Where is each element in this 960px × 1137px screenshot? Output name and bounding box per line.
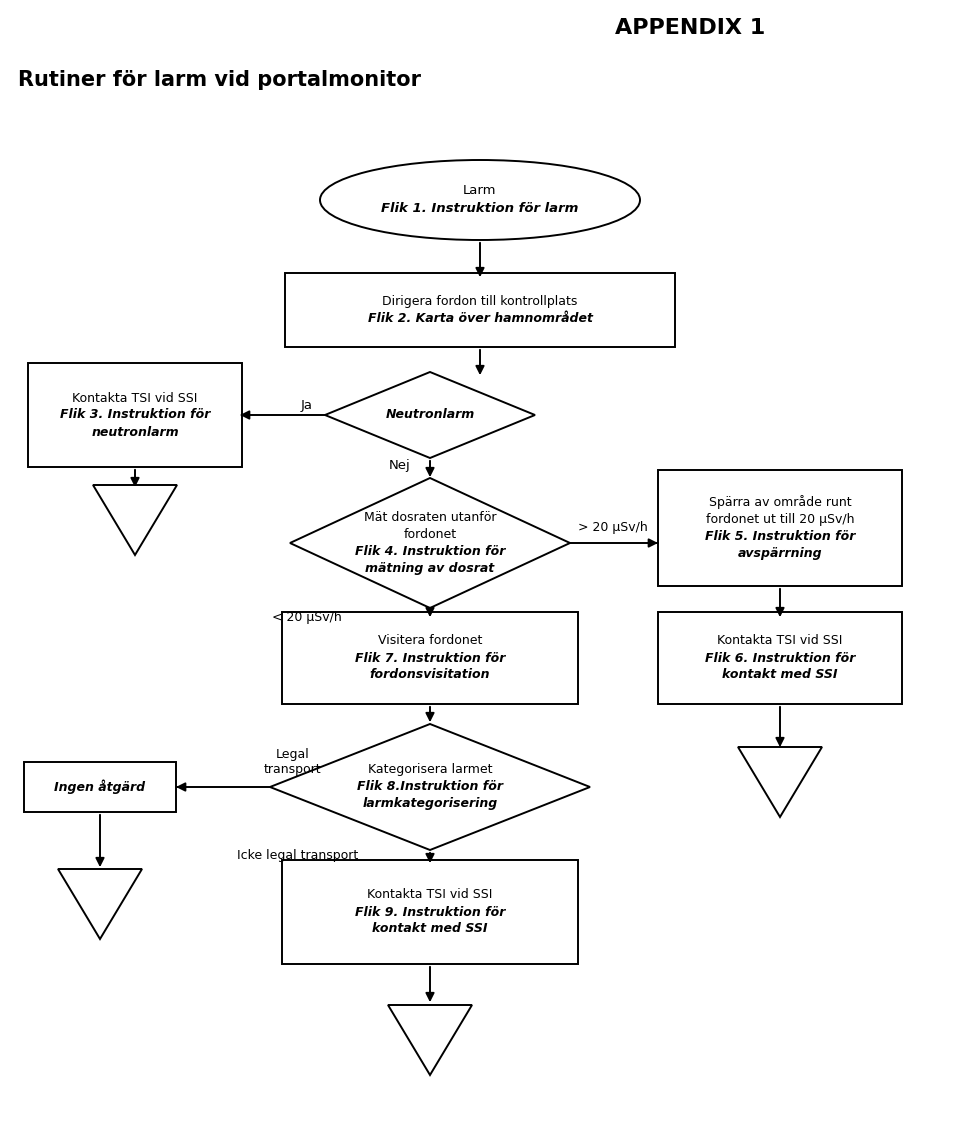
Text: Visitera fordonet: Visitera fordonet [378, 634, 482, 647]
Text: Larm: Larm [464, 184, 496, 198]
Text: Flik 8.Instruktion för: Flik 8.Instruktion för [357, 780, 503, 794]
Text: Nej: Nej [389, 458, 411, 472]
Bar [658, 612, 902, 704]
Text: Flik 7. Instruktion för: Flik 7. Instruktion för [355, 652, 505, 664]
Text: Legal
transport: Legal transport [264, 748, 322, 775]
Bar [285, 273, 675, 347]
Text: Spärra av område runt: Spärra av område runt [708, 496, 852, 509]
Text: Dirigera fordon till kontrollplats: Dirigera fordon till kontrollplats [382, 294, 578, 308]
Text: > 20 µSv/h: > 20 µSv/h [578, 522, 648, 534]
Bar [282, 860, 578, 964]
Text: Neutronlarm: Neutronlarm [385, 408, 474, 422]
Text: Flik 9. Instruktion för: Flik 9. Instruktion för [355, 905, 505, 919]
Text: fordonet: fordonet [403, 528, 457, 541]
Text: avspärrning: avspärrning [737, 547, 823, 561]
Text: Flik 2. Karta över hamnområdet: Flik 2. Karta över hamnområdet [368, 312, 592, 325]
Text: larmkategorisering: larmkategorisering [362, 797, 497, 811]
Text: Ja: Ja [301, 398, 313, 412]
Text: neutronlarm: neutronlarm [91, 425, 179, 439]
Text: Icke legal transport: Icke legal transport [237, 848, 358, 862]
Bar [282, 612, 578, 704]
Text: APPENDIX 1: APPENDIX 1 [614, 18, 765, 38]
Text: fordonet ut till 20 µSv/h: fordonet ut till 20 µSv/h [706, 513, 854, 526]
Text: mätning av dosrat: mätning av dosrat [366, 562, 494, 575]
Text: Kontakta TSI vid SSI: Kontakta TSI vid SSI [368, 888, 492, 902]
Text: Kontakta TSI vid SSI: Kontakta TSI vid SSI [72, 391, 198, 405]
Text: Flik 3. Instruktion för: Flik 3. Instruktion för [60, 408, 210, 422]
Text: Kategorisera larmet: Kategorisera larmet [368, 764, 492, 777]
Bar [658, 470, 902, 586]
Text: Rutiner för larm vid portalmonitor: Rutiner för larm vid portalmonitor [18, 70, 421, 90]
Text: Flik 6. Instruktion för: Flik 6. Instruktion för [705, 652, 855, 664]
Text: Flik 1. Instruktion för larm: Flik 1. Instruktion för larm [381, 202, 579, 216]
Text: Kontakta TSI vid SSI: Kontakta TSI vid SSI [717, 634, 843, 647]
Text: Mät dosraten utanför: Mät dosraten utanför [364, 511, 496, 524]
Bar [28, 363, 242, 467]
Text: fordonsvisitation: fordonsvisitation [370, 669, 491, 681]
Text: < 20 µSv/h: < 20 µSv/h [273, 612, 342, 624]
Text: Flik 4. Instruktion för: Flik 4. Instruktion för [355, 545, 505, 558]
Bar [24, 762, 176, 812]
Text: Ingen åtgärd: Ingen åtgärd [55, 780, 146, 795]
Text: Flik 5. Instruktion för: Flik 5. Instruktion för [705, 530, 855, 543]
Text: kontakt med SSI: kontakt med SSI [722, 669, 838, 681]
Text: kontakt med SSI: kontakt med SSI [372, 922, 488, 936]
